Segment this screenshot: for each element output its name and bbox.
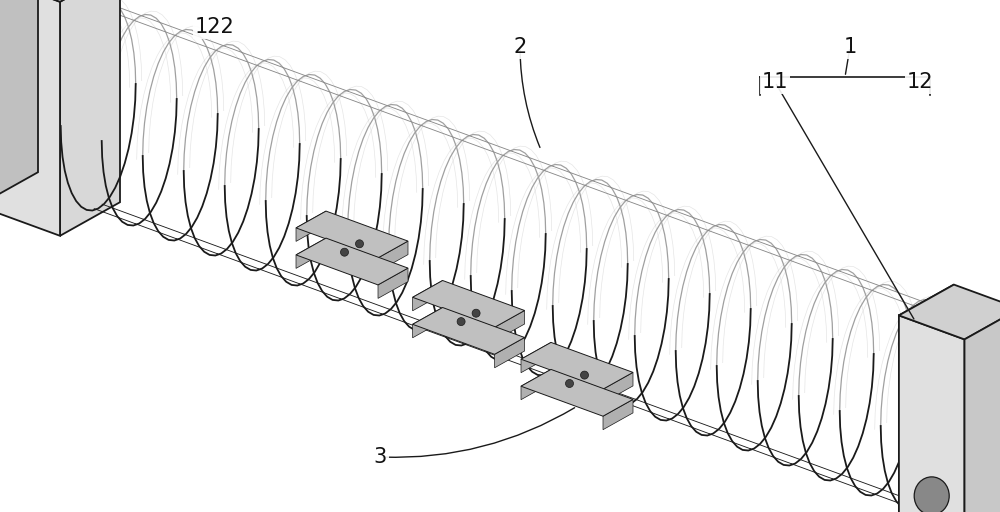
Circle shape <box>340 248 349 256</box>
Polygon shape <box>378 268 408 298</box>
Polygon shape <box>296 211 326 241</box>
Circle shape <box>472 309 480 317</box>
Polygon shape <box>521 343 633 389</box>
Polygon shape <box>413 308 525 354</box>
Text: 12: 12 <box>907 72 933 92</box>
Circle shape <box>566 379 574 388</box>
Text: 2: 2 <box>513 37 527 57</box>
Polygon shape <box>0 0 38 206</box>
Polygon shape <box>413 308 443 338</box>
Polygon shape <box>899 285 1000 339</box>
Polygon shape <box>495 310 525 341</box>
Polygon shape <box>603 372 633 403</box>
Circle shape <box>356 240 364 248</box>
Polygon shape <box>495 337 525 368</box>
Polygon shape <box>521 369 633 416</box>
Polygon shape <box>899 315 964 512</box>
Polygon shape <box>296 238 408 285</box>
Text: 11: 11 <box>762 72 788 92</box>
Polygon shape <box>0 0 120 2</box>
Polygon shape <box>521 343 551 373</box>
Polygon shape <box>899 285 954 512</box>
Circle shape <box>457 317 465 326</box>
Ellipse shape <box>914 477 949 512</box>
Text: 3: 3 <box>373 447 387 467</box>
Polygon shape <box>0 0 60 236</box>
Circle shape <box>581 371 589 379</box>
Text: 122: 122 <box>195 17 235 37</box>
Polygon shape <box>60 0 120 236</box>
Polygon shape <box>964 309 1000 512</box>
Polygon shape <box>296 238 326 268</box>
Polygon shape <box>603 399 633 430</box>
Polygon shape <box>521 369 551 400</box>
Polygon shape <box>413 281 525 327</box>
Polygon shape <box>413 281 443 311</box>
Polygon shape <box>296 211 408 258</box>
Polygon shape <box>378 241 408 271</box>
Text: 1: 1 <box>843 37 857 57</box>
